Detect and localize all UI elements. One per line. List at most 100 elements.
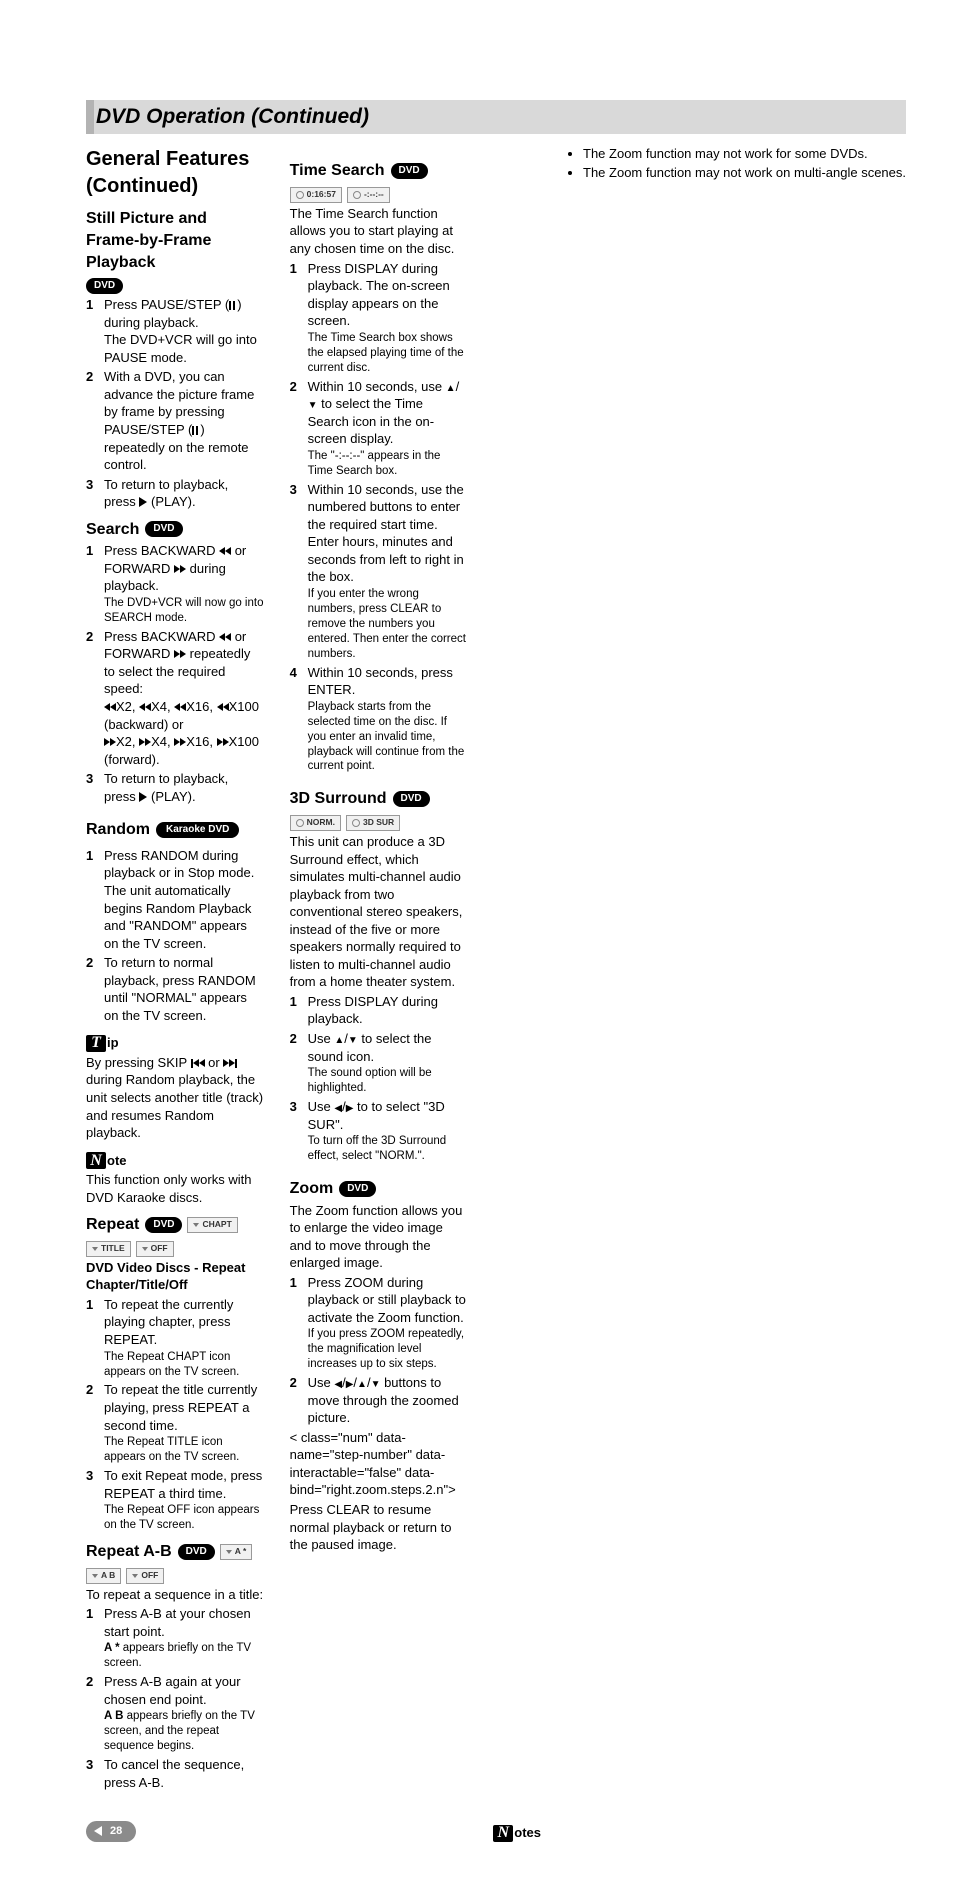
search-heading: Search DVD xyxy=(86,519,264,541)
text: X2, xyxy=(116,734,139,749)
tip-icon: T xyxy=(86,1035,106,1052)
right-arrow-icon xyxy=(346,1375,354,1390)
note-icon: N xyxy=(493,1825,513,1842)
repeat-step-1: 1 To repeat the currently playing chapte… xyxy=(86,1296,264,1380)
time-search-title: Time Search xyxy=(290,160,385,182)
text: A B appears briefly on the TV screen, an… xyxy=(104,1709,264,1754)
step-number: 3 xyxy=(290,481,302,662)
dvd-badge: DVD xyxy=(339,1181,376,1197)
backward-icon xyxy=(139,699,151,714)
skip-back-icon xyxy=(191,1055,205,1070)
text: A * appears briefly on the TV screen. xyxy=(104,1641,264,1671)
dvd-badge: DVD xyxy=(178,1544,215,1560)
zoom-notes-list: The Zoom function may not work for some … xyxy=(567,144,906,1842)
repeat-title: Repeat xyxy=(86,1214,139,1236)
text: Press BACKWARD xyxy=(104,629,219,644)
step-number: 2 xyxy=(86,628,98,768)
step-number: 1 xyxy=(290,993,302,1028)
repeat-ab-step-3: 3 To cancel the sequence, press A-B. xyxy=(86,1756,264,1791)
text: Playback starts from the selected time o… xyxy=(308,700,468,775)
osd-off: OFF xyxy=(136,1241,174,1257)
text: Press PAUSE/STEP ( xyxy=(104,297,229,312)
text: X16, xyxy=(186,699,216,714)
notes-heading: Notes xyxy=(493,152,541,1842)
text: (PLAY). xyxy=(147,789,195,804)
text: X2, xyxy=(116,699,139,714)
dvd-badge: DVD xyxy=(145,1217,182,1233)
dvd-badge: DVD xyxy=(393,791,430,807)
step-number: 2 xyxy=(86,1381,98,1465)
osd-ab: A B xyxy=(86,1568,121,1584)
right-column: Time Search DVD 0:16:57 -:--:-- The Time… xyxy=(290,142,468,1842)
text: To turn off the 3D Surround effect, sele… xyxy=(308,1134,468,1164)
skip-fwd-icon xyxy=(223,1055,237,1070)
text: To cancel the sequence, press A-B. xyxy=(104,1756,264,1791)
random-step-1: 1 Press RANDOM during playback or in Sto… xyxy=(86,847,264,952)
search-title: Search xyxy=(86,519,139,541)
text: To exit Repeat mode, press REPEAT a thir… xyxy=(104,1467,264,1502)
zoom-step-3: < class="num" data-name="step-number" da… xyxy=(290,1429,468,1499)
repeat-subtitle: DVD Video Discs - Repeat Chapter/Title/O… xyxy=(86,1259,264,1294)
random-title: Random xyxy=(86,819,150,841)
text: The Repeat TITLE icon appears on the TV … xyxy=(104,1435,264,1465)
repeat-heading: Repeat DVD CHAPT TITLE OFF xyxy=(86,1214,264,1257)
step-number: 4 xyxy=(290,664,302,775)
sur-step-3: 3 Use / to to select "3D SUR".To turn of… xyxy=(290,1098,468,1164)
down-arrow-icon xyxy=(371,1375,381,1390)
random-heading: Random Karaoke DVD xyxy=(86,819,264,841)
random-step-2: 2 To return to normal playback, press RA… xyxy=(86,954,264,1024)
still-step-2: 2 With a DVD, you can advance the pictur… xyxy=(86,368,264,473)
text: The unit automatically begins Random Pla… xyxy=(104,882,264,952)
osd-time-1: 0:16:57 xyxy=(290,187,342,203)
section-title: DVD Operation (Continued) xyxy=(96,103,906,131)
notes-label: otes xyxy=(514,1824,541,1842)
note-icon: N xyxy=(86,1152,106,1169)
repeat-step-2: 2 To repeat the title currently playing,… xyxy=(86,1381,264,1465)
text: Use xyxy=(308,1099,335,1114)
repeat-step-3: 3 To exit Repeat mode, press REPEAT a th… xyxy=(86,1467,264,1533)
forward-icon xyxy=(104,734,116,749)
step-number: 2 xyxy=(290,1030,302,1096)
note-heading: Note xyxy=(86,1152,264,1170)
forward-icon xyxy=(174,646,186,661)
forward-icon xyxy=(139,734,151,749)
text: X4, xyxy=(151,734,174,749)
step-number: 1 xyxy=(290,260,302,376)
text: The Repeat OFF icon appears on the TV sc… xyxy=(104,1503,264,1533)
backward-icon xyxy=(219,543,231,558)
zoom-title: Zoom xyxy=(290,1178,334,1200)
sur-step-1: 1 Press DISPLAY during playback. xyxy=(290,993,468,1028)
text: (PLAY). xyxy=(147,494,195,509)
general-features-heading: General Features (Continued) xyxy=(86,146,264,200)
text: If you enter the wrong numbers, press CL… xyxy=(308,587,468,662)
surround-heading: 3D Surround DVD NORM. 3D SUR xyxy=(290,788,468,831)
search-step-2: 2 Press BACKWARD or FORWARD repeatedly t… xyxy=(86,628,264,768)
osd-off: OFF xyxy=(126,1568,164,1584)
step-number: 1 xyxy=(86,542,98,626)
still-picture-title: Still Picture and Frame-by-Frame Playbac… xyxy=(86,208,263,273)
text: The DVD+VCR will go into PAUSE mode. xyxy=(104,331,264,366)
search-step-1: 1 Press BACKWARD or FORWARD during playb… xyxy=(86,542,264,626)
forward-icon xyxy=(217,734,229,749)
text: Press ZOOM during playback or still play… xyxy=(308,1274,468,1327)
dvd-badge: DVD xyxy=(145,521,182,537)
text: Within 10 seconds, use the numbered butt… xyxy=(308,481,468,586)
text: The DVD+VCR will now go into SEARCH mode… xyxy=(104,596,264,626)
zoom-note-2: The Zoom function may not work on multi-… xyxy=(583,164,906,182)
osd-a: A * xyxy=(220,1544,253,1560)
text: By pressing SKIP xyxy=(86,1055,191,1070)
section-title-bar: DVD Operation (Continued) xyxy=(86,100,906,134)
text: X4, xyxy=(151,699,174,714)
step-number: 1 xyxy=(86,847,98,952)
step-number: 2 xyxy=(290,378,302,479)
surround-title: 3D Surround xyxy=(290,788,387,810)
text: Use xyxy=(308,1031,335,1046)
left-arrow-icon xyxy=(334,1099,342,1114)
zoom-step-2: 2 Use /// buttons to move through the zo… xyxy=(290,1374,468,1427)
surround-intro: This unit can produce a 3D Surround effe… xyxy=(290,833,468,991)
text: to select the Time Search icon in the on… xyxy=(308,396,434,446)
step-number: 1 xyxy=(86,1605,98,1671)
step-number: 2 xyxy=(86,1673,98,1754)
osd-3dsur: 3D SUR xyxy=(346,815,400,831)
backward-icon xyxy=(174,699,186,714)
